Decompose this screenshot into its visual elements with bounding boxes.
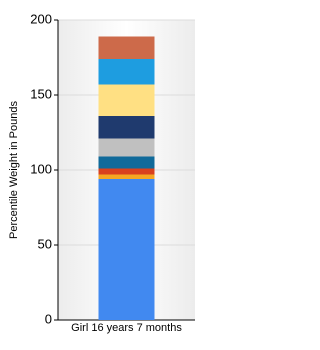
x-tick-label: Girl 16 years 7 months (71, 322, 182, 334)
y-axis-label: Percentile Weight in Pounds (8, 101, 20, 239)
y-tick-label: 150 (30, 86, 52, 101)
bar-segment (98, 59, 155, 85)
y-tick-label: 0 (45, 311, 52, 326)
y-tick-label: 50 (38, 236, 52, 251)
chart: Percentile Weight in Pounds 0 50 100 150 200… (8, 11, 195, 334)
bar-segment (98, 156, 155, 169)
bar-segment (98, 36, 155, 59)
bar-segment (98, 179, 155, 320)
y-tick-label: 200 (30, 11, 52, 26)
bar-segment (98, 138, 155, 157)
bar-segment (98, 174, 155, 179)
bar-segment (98, 116, 155, 139)
bar-segment (98, 168, 155, 175)
y-tick-label: 100 (30, 161, 52, 176)
bar-segment (98, 84, 155, 116)
